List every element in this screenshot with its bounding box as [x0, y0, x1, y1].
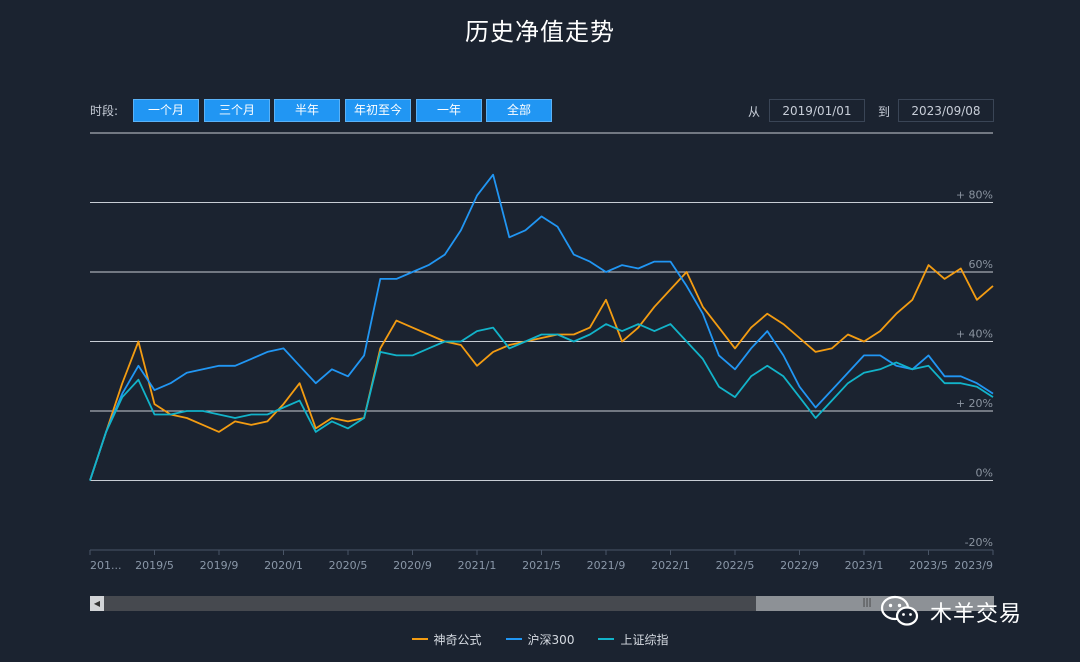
- from-label: 从: [748, 105, 761, 119]
- range-all-button[interactable]: 全部: [486, 99, 552, 122]
- period-label: 时段:: [90, 104, 119, 118]
- x-tick-label-8: 2021/9: [587, 559, 626, 572]
- x-tick-label-5: 2020/9: [393, 559, 432, 572]
- x-tick-label-11: 2022/9: [780, 559, 819, 572]
- range-scrollbar[interactable]: ◀ |||: [90, 596, 994, 611]
- y-tick-label-0: -20%: [965, 536, 993, 549]
- x-tick-label-12: 2023/1: [845, 559, 884, 572]
- legend-label-series2: 沪深300: [527, 632, 575, 647]
- from-date-input[interactable]: [769, 99, 865, 122]
- range-3m-button[interactable]: 三个月: [204, 99, 270, 122]
- legend-label-series1: 神奇公式: [433, 632, 482, 647]
- x-tick-label-0: 201...: [90, 559, 122, 572]
- to-label: 到: [878, 105, 891, 119]
- wechat-icon: [880, 595, 919, 626]
- scroll-thumb[interactable]: |||: [756, 596, 994, 611]
- scroll-left-arrow-icon[interactable]: ◀: [90, 596, 104, 611]
- y-tick-label-4: 60%: [969, 258, 993, 271]
- watermark-text: 木羊交易: [930, 602, 1023, 627]
- x-tick-label-10: 2022/5: [716, 559, 755, 572]
- range-6m-button[interactable]: 半年: [274, 99, 340, 122]
- to-date-input[interactable]: [898, 99, 994, 122]
- y-tick-label-5: + 80%: [956, 189, 993, 202]
- x-tick-label-2: 2019/9: [200, 559, 239, 572]
- range-1y-button[interactable]: 一年: [416, 99, 482, 122]
- watermark: 木羊交易: [880, 592, 1022, 632]
- range-1m-button[interactable]: 一个月: [133, 99, 199, 122]
- y-tick-label-2: + 20%: [956, 397, 993, 410]
- series-line-3: [89, 323, 994, 481]
- y-tick-label-1: 0%: [976, 467, 993, 480]
- legend-item-series3[interactable]: 上证综指: [598, 631, 668, 647]
- chart-legend: 神奇公式 沪深300 上证综指: [0, 631, 1080, 647]
- x-tick-label-6: 2021/1: [458, 559, 497, 572]
- legend-item-series2[interactable]: 沪深300: [505, 631, 575, 647]
- x-tick-label-7: 2021/5: [522, 559, 561, 572]
- x-tick-label-13: 2023/5: [909, 559, 948, 572]
- scroll-grip-icon: |||: [862, 598, 872, 608]
- y-tick-label-3: + 40%: [956, 328, 993, 341]
- chart-title: 历史净值走势: [465, 18, 615, 46]
- x-tick-label-1: 2019/5: [135, 559, 174, 572]
- legend-swatch-series2: [505, 638, 522, 640]
- x-tick-label-9: 2022/1: [651, 559, 690, 572]
- legend-label-series3: 上证综指: [620, 632, 669, 647]
- legend-swatch-series3: [598, 638, 615, 640]
- x-tick-label-3: 2020/1: [264, 559, 303, 572]
- range-ytd-button[interactable]: 年初至今: [345, 99, 411, 122]
- series-line-2: [89, 173, 994, 481]
- legend-item-series1[interactable]: 神奇公式: [411, 631, 482, 647]
- legend-swatch-series1: [411, 638, 428, 640]
- x-tick-label-14: 2023/9: [954, 559, 993, 572]
- series-line-1: [89, 264, 994, 481]
- x-tick-label-4: 2020/5: [329, 559, 368, 572]
